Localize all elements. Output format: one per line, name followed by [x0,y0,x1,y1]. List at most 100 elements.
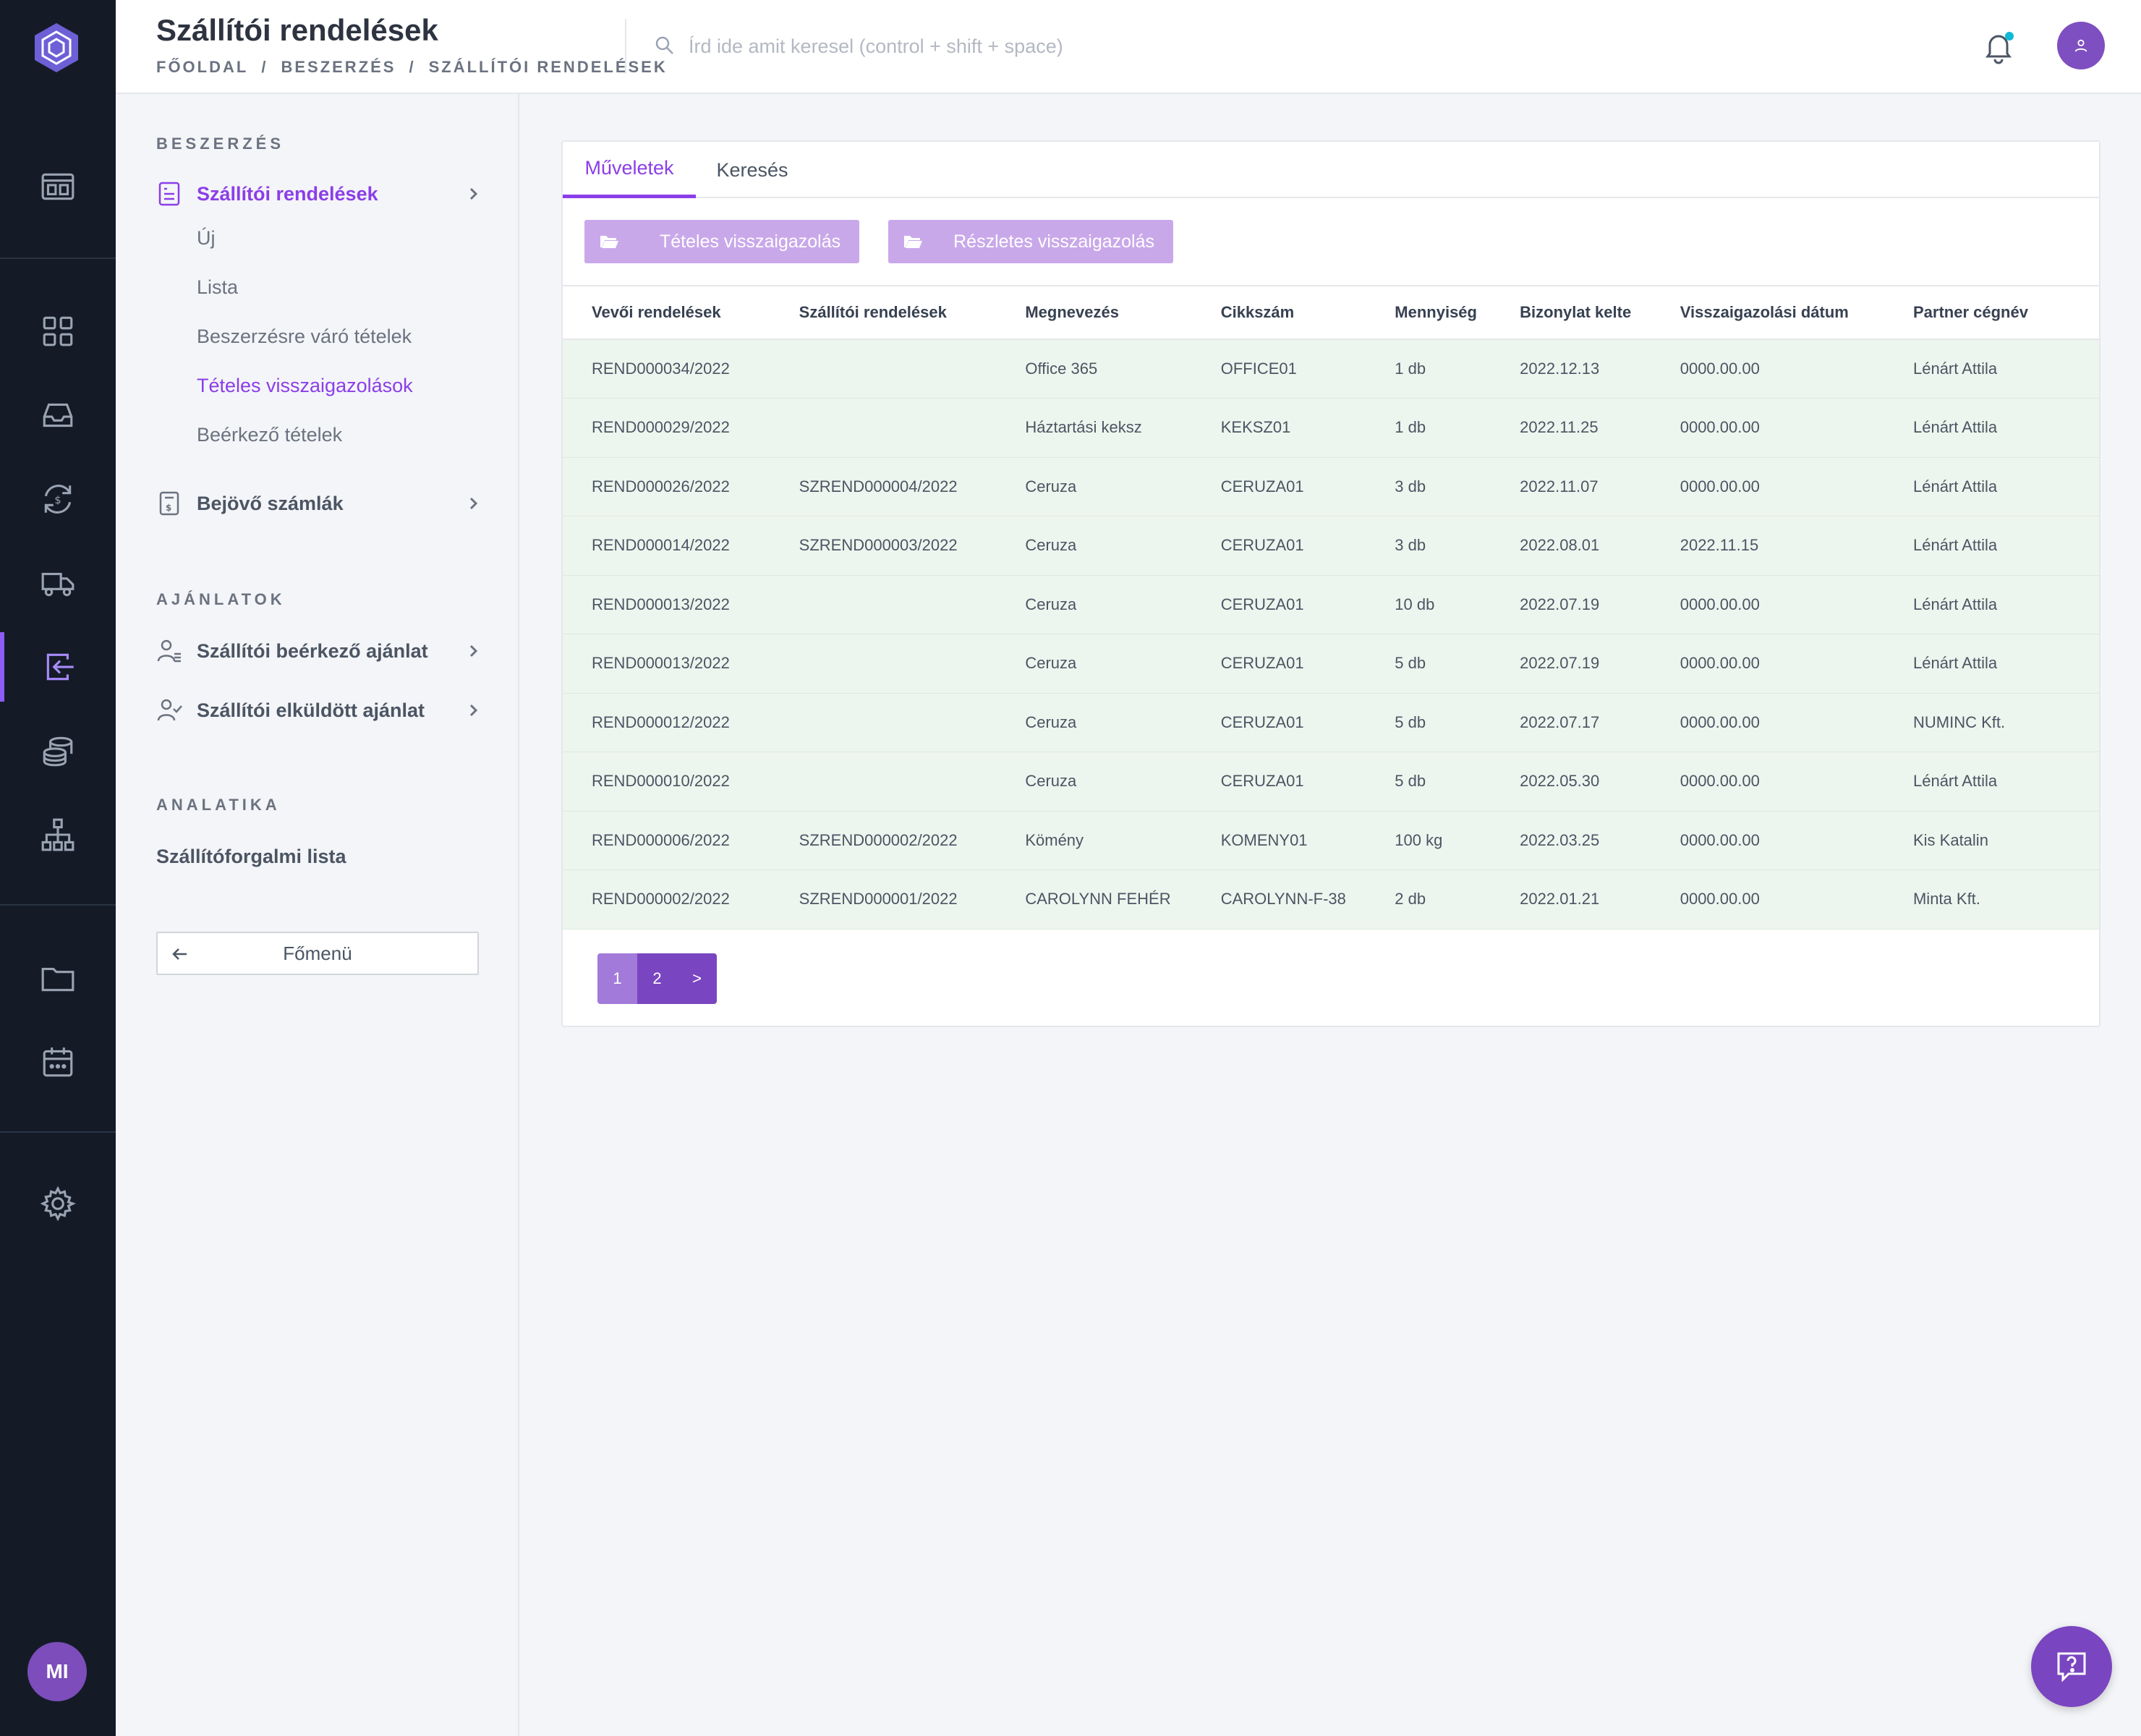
page-1-button[interactable]: 1 [597,953,637,1004]
cell-confirmation-date: 0000.00.00 [1680,477,1760,495]
col-supplier-orders[interactable]: Szállítói rendelések [799,303,947,321]
cell-quantity: 5 db [1395,654,1426,673]
cell-supplier-order [770,399,997,458]
table-row[interactable]: REND000013/2022 Ceruza CERUZA01 5 db 2022.07… [563,634,2099,694]
notifications-button[interactable] [1980,29,2017,65]
cell-confirmation-date: 0000.00.00 [1680,772,1760,791]
breadcrumb-separator: / [261,58,268,76]
nav-label: Szállítóforgalmi lista [156,845,346,867]
search-input[interactable] [689,29,1340,64]
cell-supplier-order: SZREND000001/2022 [799,890,958,909]
cell-confirmation-date: 0000.00.00 [1680,830,1760,849]
table-row[interactable]: REND000012/2022 Ceruza CERUZA01 5 db 2022.07… [563,693,2099,752]
breadcrumb-procurement[interactable]: BESZERZÉS [281,58,396,76]
table-row[interactable]: REND000006/2022 SZREND000002/2022 Kömény KO… [563,811,2099,870]
cell-item-number: CAROLYNN-F-38 [1220,890,1346,909]
folder-icon[interactable] [0,943,116,1013]
cell-item-number: CERUZA01 [1220,712,1304,731]
table-row[interactable]: REND000014/2022 SZREND000003/2022 Ceruza CE… [563,516,2099,575]
cell-supplier-order: SZREND000002/2022 [799,830,958,849]
col-customer-orders[interactable]: Vevői rendelések [592,303,721,321]
cell-partner-name: Lénárt Attila [1912,595,1998,613]
cell-customer-order: REND000002/2022 [592,890,730,909]
cell-customer-order: REND000034/2022 [592,359,730,378]
next-page-button[interactable]: > [677,953,717,1004]
table-row[interactable]: REND000013/2022 Ceruza CERUZA01 10 db 2022.0… [563,575,2099,634]
notification-dot [2005,32,2014,41]
subnav-incoming-items[interactable]: Beérkező tételek [197,424,343,446]
org-chart-icon[interactable] [0,800,116,869]
help-button[interactable] [2031,1626,2112,1707]
cell-quantity: 3 db [1395,536,1426,555]
detailed-confirmation-button[interactable]: Részletes visszaigazolás [888,220,1174,263]
svg-text:$: $ [54,494,61,506]
main-menu-button[interactable]: Főmenü [156,932,479,975]
nav-supplier-incoming-offer[interactable]: Szállítói beérkező ajánlat [156,631,482,671]
nav-supplier-sent-offer[interactable]: Szállítói elküldött ajánlat [156,690,482,731]
main-menu-label: Főmenü [283,942,352,964]
settings-icon[interactable] [0,1169,116,1238]
breadcrumb-home[interactable]: FŐOLDAL [156,58,249,76]
cell-name: Office 365 [1025,359,1098,378]
app-logo[interactable] [30,22,82,74]
cell-partner-name: Lénárt Attila [1912,772,1998,791]
header-divider [625,19,626,74]
grid-icon[interactable] [0,297,116,366]
subnav-awaiting-items[interactable]: Beszerzésre váró tételek [197,326,412,347]
subnav-list[interactable]: Lista [197,276,239,298]
col-name[interactable]: Megnevezés [1025,303,1119,321]
cell-customer-order: REND000014/2022 [592,536,730,555]
inbox-icon[interactable] [0,380,116,450]
coins-icon[interactable] [0,716,116,786]
table-row[interactable]: REND000026/2022 SZREND000004/2022 Ceruza CE… [563,457,2099,516]
table-row[interactable]: REND000029/2022 Háztartási keksz KEKSZ01 1 … [563,398,2099,458]
nav-incoming-invoices[interactable]: $ Bejövő számlák [156,483,482,524]
col-item-number[interactable]: Cikkszám [1220,303,1295,321]
section-title-procurement: BESZERZÉS [156,135,285,153]
tab-search[interactable]: Keresés [716,158,788,181]
cell-document-date: 2022.01.21 [1520,890,1600,909]
user-check-icon [157,699,182,721]
col-document-date[interactable]: Bizonylat kelte [1520,303,1632,321]
subnav-new[interactable]: Új [197,227,216,249]
user-list-icon [157,639,181,663]
item-confirmation-button[interactable]: Tételes visszaigazolás [584,220,860,263]
nav-label: Szállítói rendelések [197,182,378,205]
dashboard-icon[interactable] [0,152,116,221]
truck-icon[interactable] [0,548,116,618]
calendar-icon[interactable] [0,1027,116,1097]
cell-quantity: 2 db [1395,890,1426,909]
invoice-icon: $ [159,491,179,516]
table-row[interactable]: REND000002/2022 SZREND000001/2022 CAROLYNN… [563,869,2099,929]
cell-item-number: KOMENY01 [1220,830,1308,849]
page-2-button[interactable]: 2 [637,953,677,1004]
cell-customer-order: REND000012/2022 [592,712,730,731]
pagination: 1 2 > [597,953,717,1004]
table-row[interactable]: REND000034/2022 Office 365 OFFICE01 1 db 202… [563,339,2099,399]
cell-name: Ceruza [1025,477,1077,495]
cell-name: Ceruza [1025,712,1077,731]
breadcrumb-current: SZÁLLÍTÓI RENDELÉSEK [428,58,668,76]
currency-exchange-icon[interactable]: $ [0,464,116,534]
table-row[interactable]: REND000010/2022 Ceruza CERUZA01 5 db 2022.05… [563,752,2099,811]
tab-operations[interactable]: Műveletek [563,142,696,198]
cell-item-number: CERUZA01 [1220,536,1304,555]
detailed-confirmation-label: Részletes visszaigazolás [953,231,1155,252]
cell-name: Háztartási keksz [1025,418,1142,437]
cell-quantity: 1 db [1395,359,1426,378]
user-menu-button[interactable] [2057,22,2105,69]
cell-confirmation-date: 0000.00.00 [1680,595,1760,613]
cell-supplier-order [770,634,997,694]
nav-label: Bejövő számlák [197,492,344,514]
nav-supplier-orders[interactable]: Szállítói rendelések [156,174,482,214]
col-confirmation-date[interactable]: Visszaigazolási dátum [1680,303,1849,321]
procurement-icon[interactable] [0,632,116,702]
arrow-left-icon [172,948,187,960]
user-avatar[interactable]: MI [27,1642,87,1701]
col-quantity[interactable]: Mennyiség [1395,303,1477,321]
col-partner-name[interactable]: Partner cégnév [1912,303,2028,321]
cell-partner-name: Lénárt Attila [1912,359,1998,378]
cell-customer-order: REND000006/2022 [592,830,730,849]
nav-supplier-turnover[interactable]: Szállítóforgalmi lista [156,836,482,877]
subnav-item-confirmations[interactable]: Tételes visszaigazolások [197,375,413,396]
